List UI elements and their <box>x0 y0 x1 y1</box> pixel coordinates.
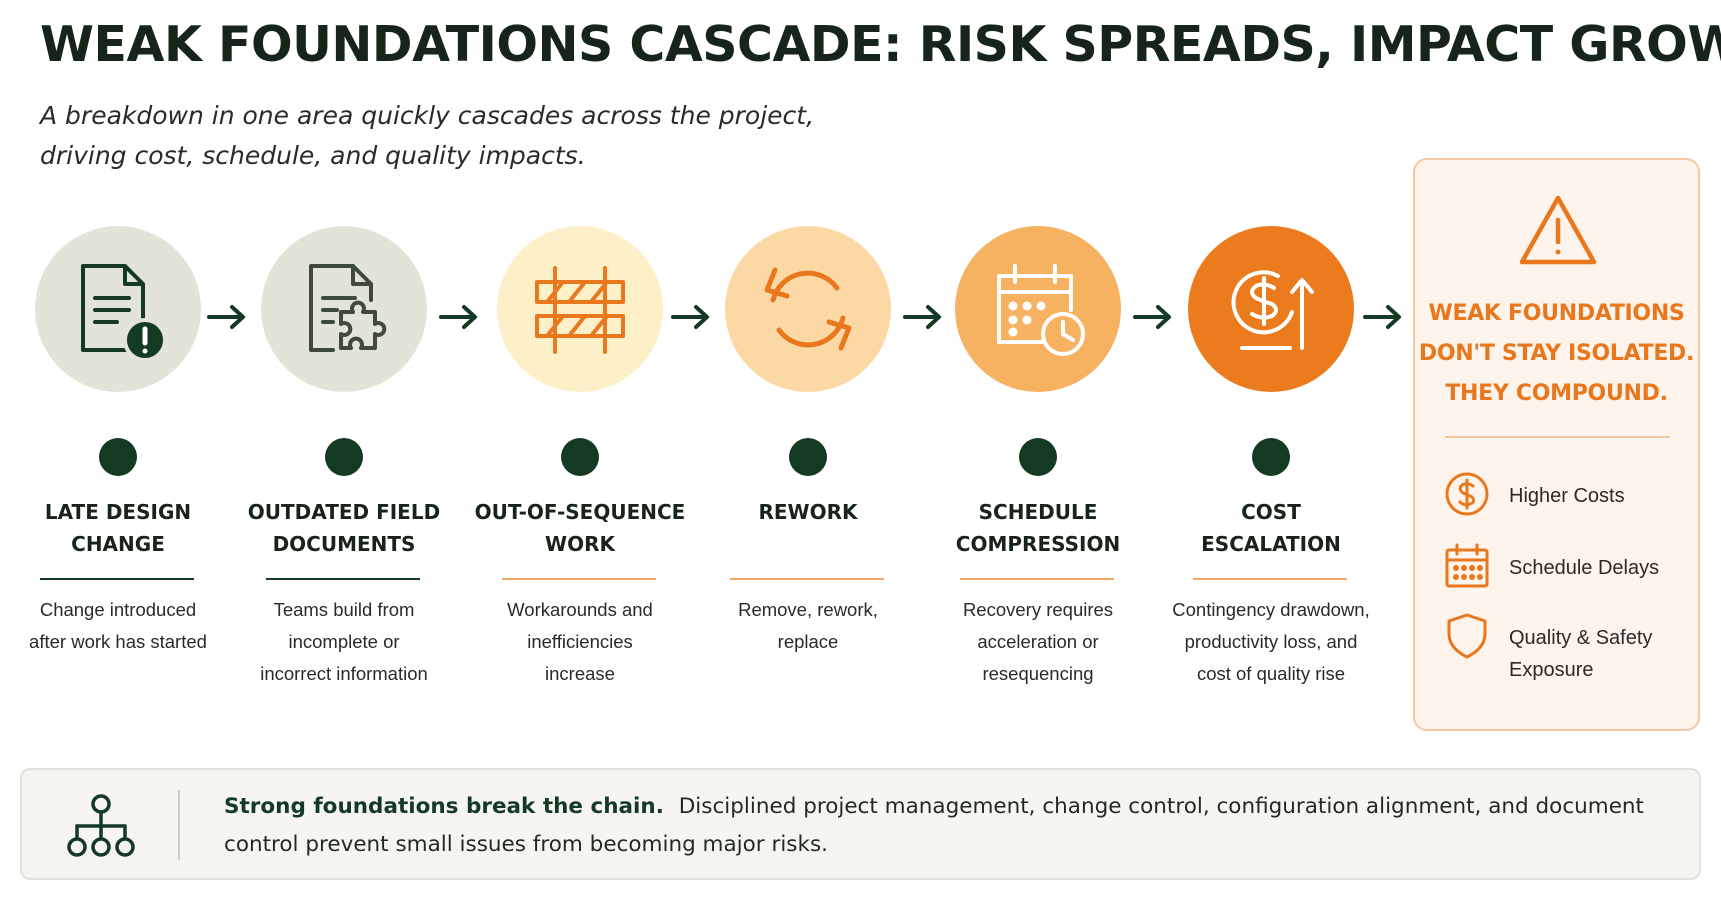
impact-schedule-delays: Schedule Delays <box>1443 542 1693 602</box>
page-subtitle: A breakdown in one area quickly cascades… <box>40 101 815 170</box>
impact-higher-costs: Higher Costs <box>1443 470 1693 530</box>
footer-text: Strong foundations break the chain. Disc… <box>224 788 1664 864</box>
stage-divider <box>730 578 884 580</box>
stage-divider <box>502 578 656 580</box>
dollar-rising-icon <box>1231 270 1314 350</box>
arrow-right-icon <box>903 305 941 329</box>
arrow-right-icon <box>1363 305 1401 329</box>
impact-label: Quality & Safety Exposure <box>1509 627 1653 681</box>
document-puzzle-icon <box>309 264 387 352</box>
shield-icon <box>1447 613 1487 659</box>
footer-divider <box>178 790 180 860</box>
timeline-dot <box>789 438 827 476</box>
stage-description: Contingency drawdown, productivity loss,… <box>1172 599 1370 684</box>
arrow-right-icon <box>1133 305 1171 329</box>
cycle-arrows-icon <box>764 267 852 351</box>
page-title: WEAK FOUNDATIONS CASCADE: RISK SPREADS, … <box>40 16 1721 73</box>
hierarchy-icon <box>67 794 135 857</box>
stage-divider <box>960 578 1114 580</box>
timeline-dot <box>1252 438 1290 476</box>
timeline-dot <box>325 438 363 476</box>
stage-title: OUT-OF-SEQUENCE WORK <box>474 500 686 556</box>
panel-heading: WEAK FOUNDATIONS DON'T STAY ISOLATED. TH… <box>1418 301 1695 406</box>
document-alert-icon <box>81 264 167 362</box>
stage-title: OUTDATED FIELD DOCUMENTS <box>247 500 441 556</box>
footer-body-text: Disciplined project management, change c… <box>224 794 1644 857</box>
stage-divider <box>1193 578 1347 580</box>
stage-description: Change introduced after work has started <box>29 599 207 652</box>
impact-label: Schedule Delays <box>1509 557 1660 579</box>
stage-circle <box>1188 226 1354 392</box>
stage-divider <box>40 578 194 580</box>
timeline-dot <box>1019 438 1057 476</box>
panel-divider <box>1445 436 1670 438</box>
stage-circle <box>725 226 891 392</box>
stage-title: SCHEDULE COMPRESSION <box>955 500 1121 556</box>
calendar-clock-icon <box>997 264 1085 356</box>
warning-triangle-icon <box>1519 195 1597 265</box>
stage-description: Remove, rework, replace <box>738 599 878 652</box>
stage-title: COST ESCALATION <box>1201 500 1341 556</box>
barrier-icon <box>535 266 625 354</box>
stage-divider <box>266 578 420 580</box>
dollar-circle-icon <box>1445 472 1489 516</box>
stage-circle <box>497 226 663 392</box>
footer-bold-text: Strong foundations break the chain. <box>224 794 664 819</box>
stage-circle <box>261 226 427 392</box>
arrow-right-icon <box>671 305 709 329</box>
stage-description: Recovery requires acceleration or resequ… <box>962 599 1114 684</box>
impact-label: Higher Costs <box>1509 485 1625 507</box>
timeline-dot <box>99 438 137 476</box>
stage-title: LATE DESIGN CHANGE <box>44 500 192 556</box>
arrow-right-icon <box>207 305 245 329</box>
stage-circle <box>35 226 201 392</box>
stage-circle <box>955 226 1121 392</box>
stage-description: Teams build from incomplete or incorrect… <box>260 599 428 684</box>
summary-panel: WEAK FOUNDATIONS DON'T STAY ISOLATED. TH… <box>1413 158 1700 731</box>
timeline-dot <box>561 438 599 476</box>
arrow-right-icon <box>439 305 477 329</box>
stage-description: Workarounds and inefficiencies increase <box>507 599 653 684</box>
calendar-icon <box>1445 543 1489 588</box>
stage-title: REWORK <box>758 500 858 524</box>
impact-quality-safety: Quality & Safety Exposure <box>1443 612 1693 681</box>
footer-callout: Strong foundations break the chain. Disc… <box>20 768 1701 880</box>
